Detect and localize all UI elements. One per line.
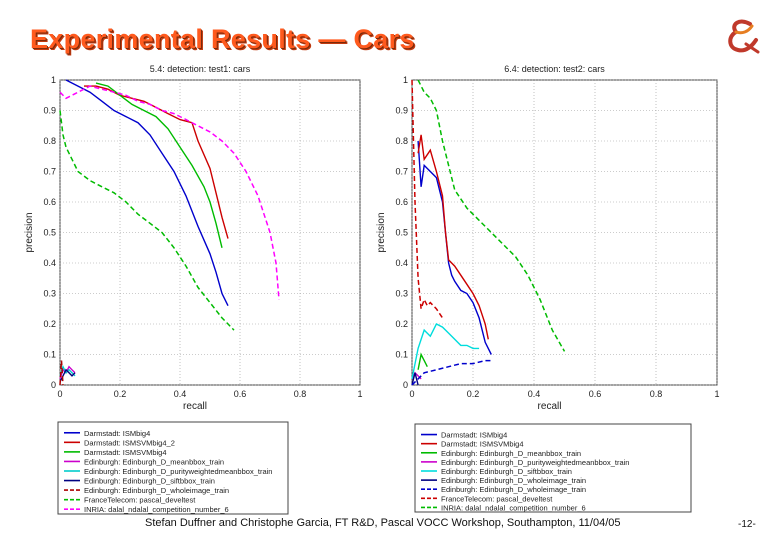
- legend-label: Edinburgh: Edinburgh_D_purityweightedmea…: [84, 467, 272, 476]
- x-axis-label: recall: [183, 401, 207, 412]
- series-line: [417, 140, 492, 355]
- series-line: [411, 323, 480, 380]
- legend-label: Darmstadt: ISMSVMbig4: [84, 448, 167, 457]
- y-tick-label: 0.5: [395, 228, 408, 238]
- x-tick-label: 0: [409, 389, 414, 399]
- y-tick-label: 0.7: [395, 167, 408, 177]
- y-tick-label: 0.6: [395, 197, 408, 207]
- y-tick-label: 0.3: [395, 289, 408, 299]
- chart-title: 5.4: detection: test1: cars: [150, 64, 251, 74]
- y-tick-label: 1: [51, 75, 56, 85]
- y-tick-label: 0.1: [395, 350, 408, 360]
- plot-frame: [411, 79, 718, 386]
- y-tick-label: 0: [51, 380, 56, 390]
- series-line: [411, 79, 444, 319]
- legend-label: Edinburgh: Edinburgh_D_purityweightedmea…: [441, 458, 629, 467]
- page-number: -12-: [738, 519, 756, 530]
- legend-label: Edinburgh: Edinburgh_D_wholeimage_train: [441, 476, 586, 485]
- legend-label: Edinburgh: Edinburgh_D_siftbbox_train: [441, 467, 572, 476]
- legend-label: Darmstadt: ISMSVMbig4_2: [84, 438, 175, 447]
- chart-title: 6.4: detection: test2: cars: [504, 64, 605, 74]
- legend-label: Edinburgh: Edinburgh_D_siftbbox_train: [84, 477, 215, 486]
- y-tick-label: 0: [403, 380, 408, 390]
- y-tick-label: 0.4: [43, 258, 56, 268]
- y-tick-label: 0.9: [43, 106, 56, 116]
- y-tick-label: 0.9: [395, 106, 408, 116]
- legend-label: INRIA: dalal_ndalal_competition_number_6: [84, 505, 229, 514]
- y-tick-label: 1: [403, 75, 408, 85]
- legend-label: Edinburgh: Edinburgh_D_meanbbox_train: [441, 449, 581, 458]
- series-line: [411, 359, 492, 386]
- x-tick-label: 0.2: [114, 389, 127, 399]
- y-tick-label: 0.4: [395, 258, 408, 268]
- legend-box: [414, 423, 692, 513]
- x-tick-label: 0.4: [174, 389, 187, 399]
- x-axis-label: recall: [538, 401, 562, 412]
- legend-label: Darmstadt: ISMbig4: [441, 431, 507, 440]
- series-line: [95, 82, 223, 248]
- series-line: [417, 79, 566, 352]
- series-line: [59, 110, 235, 331]
- y-axis-label: precision: [24, 212, 35, 252]
- ampersand-logo-icon: [728, 19, 760, 54]
- y-tick-label: 0.8: [43, 136, 56, 146]
- legend-label: Edinburgh: Edinburgh_D_wholeimage_train: [441, 485, 586, 494]
- x-tick-label: 1: [714, 389, 719, 399]
- y-tick-label: 0.3: [43, 289, 56, 299]
- legend-label: INRIA: dalal_ndalal_competition_number_6: [441, 503, 586, 512]
- y-tick-label: 0.1: [43, 350, 56, 360]
- x-tick-label: 0.8: [650, 389, 663, 399]
- chart-test2-cars: 0 0.1 0.2 0.3 0.4 0.5 0.6 0.7 0.8 0.9 1 0 0.2 0.4 0.6 0…: [376, 64, 720, 513]
- x-tick-label: 1: [357, 389, 362, 399]
- x-tick-label: 0.6: [589, 389, 602, 399]
- legend-label: FranceTelecom: pascal_develtest: [84, 496, 196, 505]
- x-tick-label: 0.2: [467, 389, 480, 399]
- slide-title: Experimental Results — Cars: [30, 24, 415, 54]
- legend-label: Darmstadt: ISMSVMbig4: [441, 440, 524, 449]
- x-tick-label: 0: [57, 389, 62, 399]
- y-tick-label: 0.2: [395, 319, 408, 329]
- legend-label: FranceTelecom: pascal_develtest: [441, 494, 553, 503]
- series-line: [417, 134, 489, 340]
- legend-label: Darmstadt: ISMbig4: [84, 429, 150, 438]
- y-tick-label: 0.2: [43, 319, 56, 329]
- y-tick-label: 0.7: [43, 167, 56, 177]
- series-line: [411, 372, 419, 386]
- series-line: [59, 360, 64, 386]
- legend-label: Edinburgh: Edinburgh_D_wholeimage_train: [84, 486, 229, 495]
- x-tick-label: 0.4: [528, 389, 541, 399]
- chart-test1-cars: 0 0.1 0.2 0.3 0.4 0.5 0.6 0.7 0.8 0.9 1 0 0.2 0.4 0.6 0…: [24, 64, 363, 515]
- y-tick-label: 0.6: [43, 197, 56, 207]
- legend-label: Edinburgh: Edinburgh_D_meanbbox_train: [84, 457, 224, 466]
- series-line: [59, 85, 280, 300]
- series-line: [417, 352, 428, 370]
- legend-box: [57, 421, 289, 515]
- slide-footer: Stefan Duffner and Christophe Garcia, FT…: [145, 517, 621, 529]
- series-line: [65, 79, 229, 307]
- x-tick-label: 0.6: [234, 389, 247, 399]
- x-tick-label: 0.8: [294, 389, 307, 399]
- y-tick-label: 0.8: [395, 136, 408, 146]
- y-axis-label: precision: [376, 212, 387, 252]
- y-tick-label: 0.5: [43, 228, 56, 238]
